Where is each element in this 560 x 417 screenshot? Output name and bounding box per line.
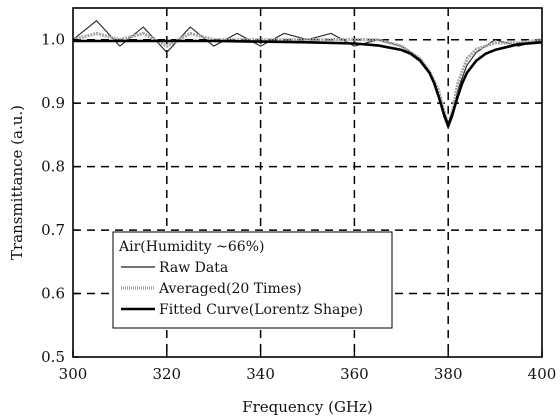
plot-frame — [72, 7, 543, 358]
y-tick-label: 1.0 — [41, 31, 65, 49]
x-tick-label: 340 — [246, 365, 275, 383]
y-tick-label: 0.8 — [41, 158, 65, 176]
x-tick-label: 380 — [434, 365, 463, 383]
legend-box — [112, 231, 393, 329]
legend-label-averaged: Averaged(20 Times) — [158, 281, 302, 297]
legend-title: Air(Humidity ~66%) — [118, 239, 264, 255]
x-axis-title: Frequency (GHz) — [242, 398, 373, 416]
legend-label-fitted-curve: Fitted Curve(Lorentz Shape) — [159, 302, 363, 318]
x-tick-label: 320 — [152, 365, 181, 383]
x-tick-label: 300 — [59, 365, 88, 383]
legend-label-raw-data: Raw Data — [159, 260, 228, 276]
grid-lines — [73, 8, 542, 357]
series-layer — [72, 20, 543, 130]
y-tick-label: 0.5 — [41, 348, 65, 366]
y-tick-label: 0.6 — [41, 285, 65, 303]
y-axis-title: Transmittance (a.u.) — [8, 105, 26, 260]
axis-ticks: 300 320 340 360 380 400 0.5 0.6 0.7 0.8 0.9 1.0 — [41, 31, 556, 383]
raw-data-line — [72, 20, 543, 130]
y-tick-label: 0.7 — [41, 221, 65, 239]
legend: Air(Humidity ~66%) Raw Data Averaged(20 … — [112, 231, 393, 329]
x-tick-label: 400 — [528, 365, 557, 383]
x-tick-label: 360 — [340, 365, 369, 383]
fitted-curve-line — [73, 39, 543, 127]
averaged-line — [72, 31, 543, 128]
y-tick-label: 0.9 — [41, 94, 65, 112]
